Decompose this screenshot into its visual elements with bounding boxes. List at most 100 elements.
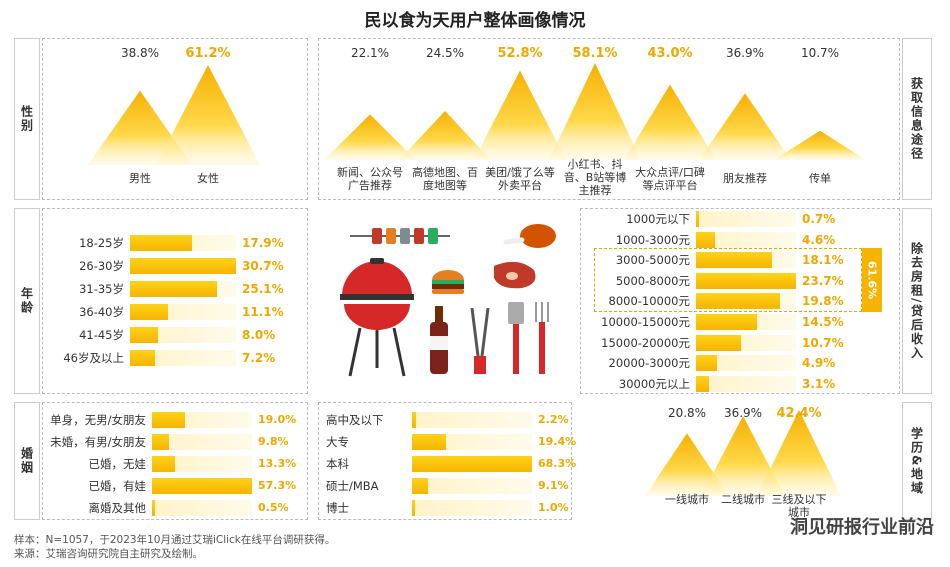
channel-category-label: 传单 <box>809 172 831 185</box>
marriage-row: 单身，无男/女朋友 19.0% <box>46 411 306 429</box>
age-row: 41-45岁 8.0% <box>50 326 296 344</box>
education-bar <box>412 478 428 494</box>
marriage-bar <box>152 412 186 428</box>
panel-gender <box>42 38 308 200</box>
income-bar-track <box>696 211 796 227</box>
age-bar-track <box>130 235 236 251</box>
education-row: 硕士/MBA 9.1% <box>326 477 582 495</box>
marriage-bar <box>152 434 170 450</box>
age-category-label: 36-40岁 <box>79 305 124 319</box>
marriage-bar-track <box>152 434 252 450</box>
income-bar <box>696 314 758 330</box>
income-highlight-total: 61.6% <box>862 248 882 312</box>
chart-title: 民以食为天用户整体画像情况 <box>364 11 586 31</box>
marriage-category-label: 未婚，有男/女朋友 <box>50 435 146 449</box>
education-bar <box>412 500 415 516</box>
education-value-label: 19.4% <box>538 435 577 448</box>
income-row: 5000-8000元 23.7% <box>590 272 856 290</box>
income-row: 30000元以上 3.1% <box>590 375 856 393</box>
marriage-row: 离婚及其他 0.5% <box>46 499 306 517</box>
steak-icon <box>494 261 536 289</box>
age-value-label: 30.7% <box>242 259 284 273</box>
panel-age <box>42 208 308 394</box>
income-bar <box>696 293 780 310</box>
income-value-label: 10.7% <box>802 335 844 350</box>
age-category-label: 18-25岁 <box>79 236 124 250</box>
channel-value-label: 22.1% <box>350 46 390 60</box>
age-row: 26-30岁 30.7% <box>50 257 296 275</box>
bbq-illustration <box>340 224 556 377</box>
spatula-icon <box>508 302 524 374</box>
income-value-label: 23.7% <box>802 273 844 288</box>
age-bar <box>130 304 169 320</box>
age-bar-track <box>130 350 236 366</box>
income-category-label: 8000-10000元 <box>608 294 691 309</box>
marriage-bar-track <box>152 478 252 494</box>
city-category-label: 二线城市 <box>721 493 765 506</box>
income-bar-track <box>696 231 796 248</box>
marriage-bar-track <box>152 500 252 516</box>
income-category-label: 1000元以下 <box>626 212 690 226</box>
bottle-icon <box>430 306 448 374</box>
city-value-label: 42.4% <box>776 406 822 421</box>
city-peak <box>645 433 729 496</box>
income-row: 8000-10000元 19.8% <box>590 292 856 310</box>
channel-category-label: 朋友推荐 <box>723 172 767 185</box>
marriage-category-label: 已婚，有娃 <box>88 479 147 493</box>
footer-sample: 样本：N=1057，于2023年10月通过艾瑞iClick在线平台调研获得。 <box>14 534 336 546</box>
marriage-row: 已婚，有娃 57.3% <box>46 477 306 495</box>
channel-category-label: 大众点评/口碑等点评平台 <box>635 166 705 192</box>
marriage-bar-track <box>152 456 252 472</box>
age-bar-track <box>130 327 236 343</box>
city-category-label: 三线及以下城市 <box>771 493 827 519</box>
footer-source: 来源：艾瑞咨询研究院自主研究及绘制。 <box>14 548 203 560</box>
age-row: 46岁及以上 7.2% <box>50 349 296 367</box>
income-row: 15000-20000元 10.7% <box>590 334 856 352</box>
marriage-value-label: 13.3% <box>258 457 297 470</box>
income-bar <box>696 375 710 392</box>
marriage-value-label: 0.5% <box>258 501 289 514</box>
channel-category-label: 新闻、公众号广告推荐 <box>337 166 403 192</box>
channel-category-label: 高德地图、百度地图等 <box>412 166 478 192</box>
education-bar-track <box>412 478 532 494</box>
education-value-label: 68.3% <box>538 457 577 470</box>
income-value-label: 3.1% <box>802 376 836 391</box>
label-channel: 获取信息途径 <box>902 38 932 200</box>
label-edu-city: 学历&地域 <box>902 402 932 520</box>
education-row: 大专 19.4% <box>326 433 582 451</box>
marriage-row: 未婚，有男/女朋友 9.8% <box>46 433 306 451</box>
grill-icon <box>340 258 414 377</box>
channel-value-label: 36.9% <box>725 46 765 60</box>
income-row: 10000-15000元 14.5% <box>590 313 856 331</box>
income-value-label: 14.5% <box>802 315 844 329</box>
age-bar-track <box>130 258 236 274</box>
panel-income <box>580 208 900 394</box>
income-bar-track <box>696 334 796 351</box>
panel-marriage <box>42 402 308 520</box>
income-category-label: 10000-15000元 <box>601 315 690 329</box>
marriage-value-label: 19.0% <box>258 413 297 426</box>
income-bar-track <box>696 252 796 269</box>
marriage-bar <box>152 478 252 494</box>
marriage-row: 已婚，无娃 13.3% <box>46 455 306 473</box>
income-bar <box>696 355 717 372</box>
education-category-label: 大专 <box>326 435 349 449</box>
city-peak <box>701 415 785 496</box>
income-value-label: 19.8% <box>802 294 844 309</box>
education-bar-track <box>412 434 532 450</box>
label-gender: 性别 <box>14 38 40 200</box>
age-bar <box>130 258 236 274</box>
gender-category-label: 男性 <box>129 172 151 185</box>
marriage-bar-track <box>152 412 252 428</box>
education-bar-track <box>412 412 532 428</box>
age-bar-track <box>130 281 236 297</box>
channel-value-label: 24.5% <box>425 46 465 60</box>
age-row: 31-35岁 25.1% <box>50 280 296 298</box>
marriage-category-label: 离婚及其他 <box>88 501 147 515</box>
education-bar <box>412 434 447 450</box>
education-category-label: 博士 <box>326 501 349 515</box>
education-value-label: 9.1% <box>538 479 569 492</box>
income-row: 20000-3000元 4.9% <box>590 354 856 372</box>
income-bar-track <box>696 375 796 392</box>
gender-value-label: 38.8% <box>120 46 160 60</box>
